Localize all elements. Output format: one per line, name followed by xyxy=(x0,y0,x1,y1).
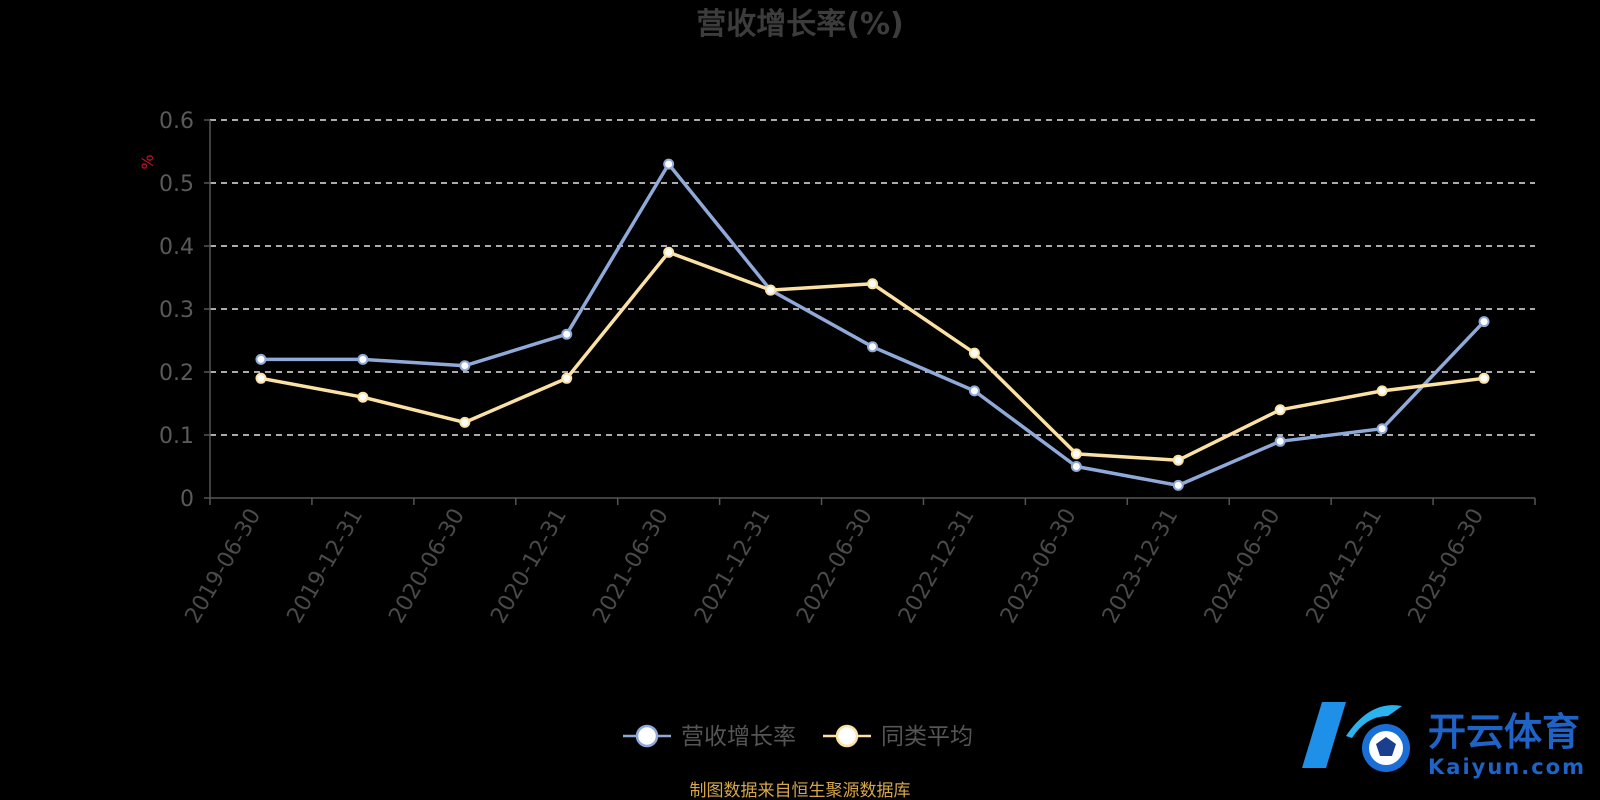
data-point[interactable] xyxy=(561,372,573,384)
x-tick-label: 2022-12-31 xyxy=(894,505,980,628)
legend-item-peer-average[interactable]: 同类平均 xyxy=(823,724,973,750)
x-tick-label: 2025-06-30 xyxy=(1404,505,1490,628)
y-tick-label: 0.4 xyxy=(159,235,194,260)
data-point[interactable] xyxy=(561,328,573,340)
data-point[interactable] xyxy=(968,347,980,359)
data-point[interactable] xyxy=(1274,404,1286,416)
kaiyun-logo-icon xyxy=(1302,702,1410,772)
x-tick-label: 2021-06-30 xyxy=(588,505,674,628)
legend-label-peer-average: 同类平均 xyxy=(881,724,973,750)
data-point[interactable] xyxy=(663,246,675,258)
y-axis-unit: % xyxy=(138,154,157,169)
x-tick-label: 2024-06-30 xyxy=(1200,505,1286,628)
x-tick-label: 2021-12-31 xyxy=(690,505,776,628)
x-tick-label: 2024-12-31 xyxy=(1302,505,1388,628)
data-point[interactable] xyxy=(1274,435,1286,447)
y-tick-label: 0.6 xyxy=(159,109,194,134)
series-group xyxy=(255,158,1490,491)
data-point[interactable] xyxy=(765,284,777,296)
data-point[interactable] xyxy=(1070,448,1082,460)
watermark: 开云体育 Kaiyun.com xyxy=(1302,702,1586,779)
legend-marker-peer-average xyxy=(835,724,859,748)
grid-lines xyxy=(210,119,1535,436)
legend-marker-revenue-growth xyxy=(635,724,659,748)
x-tick-label: 2020-12-31 xyxy=(486,505,572,628)
legend-item-revenue-growth[interactable]: 营收增长率 xyxy=(623,724,796,750)
data-point[interactable] xyxy=(968,385,980,397)
data-point[interactable] xyxy=(1376,385,1388,397)
data-point[interactable] xyxy=(1478,372,1490,384)
data-point[interactable] xyxy=(357,353,369,365)
data-point[interactable] xyxy=(663,158,675,170)
x-tick-label: 2023-06-30 xyxy=(996,505,1082,628)
data-point[interactable] xyxy=(255,353,267,365)
data-point[interactable] xyxy=(1172,454,1184,466)
x-tick-label: 2019-06-30 xyxy=(181,505,267,628)
y-tick-label: 0.3 xyxy=(159,298,194,323)
y-tick-label: 0.1 xyxy=(159,424,194,449)
x-tick-label: 2019-12-31 xyxy=(283,505,369,628)
watermark-text-en: Kaiyun.com xyxy=(1428,755,1586,779)
data-point[interactable] xyxy=(1478,316,1490,328)
y-tick-label: 0.5 xyxy=(159,172,194,197)
watermark-text-cn: 开云体育 xyxy=(1428,710,1580,754)
series-line xyxy=(260,162,1486,488)
x-axis-ticks: 2019-06-30 2019-12-31 2020-06-30 2020-12-31… xyxy=(181,498,1536,628)
data-source-note: 制图数据来自恒生聚源数据库 xyxy=(690,781,911,800)
series-2 xyxy=(255,246,1490,466)
y-axis-ticks: 0 0.1 0.2 0.3 0.4 0.5 0.6 xyxy=(159,109,210,512)
data-point[interactable] xyxy=(459,416,471,428)
data-point[interactable] xyxy=(867,278,878,290)
data-point[interactable] xyxy=(357,391,369,403)
data-point[interactable] xyxy=(459,360,471,372)
x-tick-label: 2022-06-30 xyxy=(792,505,878,628)
data-point[interactable] xyxy=(1172,479,1184,491)
x-tick-label: 2020-06-30 xyxy=(384,505,470,628)
y-tick-label: 0.2 xyxy=(159,361,194,386)
data-point[interactable] xyxy=(1070,461,1082,472)
legend[interactable]: 营收增长率 同类平均 xyxy=(623,724,973,750)
y-tick-label: 0 xyxy=(180,487,194,512)
data-point[interactable] xyxy=(1376,423,1388,435)
legend-label-revenue-growth: 营收增长率 xyxy=(681,724,796,750)
data-point[interactable] xyxy=(255,372,267,384)
data-point[interactable] xyxy=(867,341,878,353)
x-tick-label: 2023-12-31 xyxy=(1098,505,1184,628)
chart-title: 营收增长率(%) xyxy=(696,7,903,42)
series-1 xyxy=(255,158,1490,491)
